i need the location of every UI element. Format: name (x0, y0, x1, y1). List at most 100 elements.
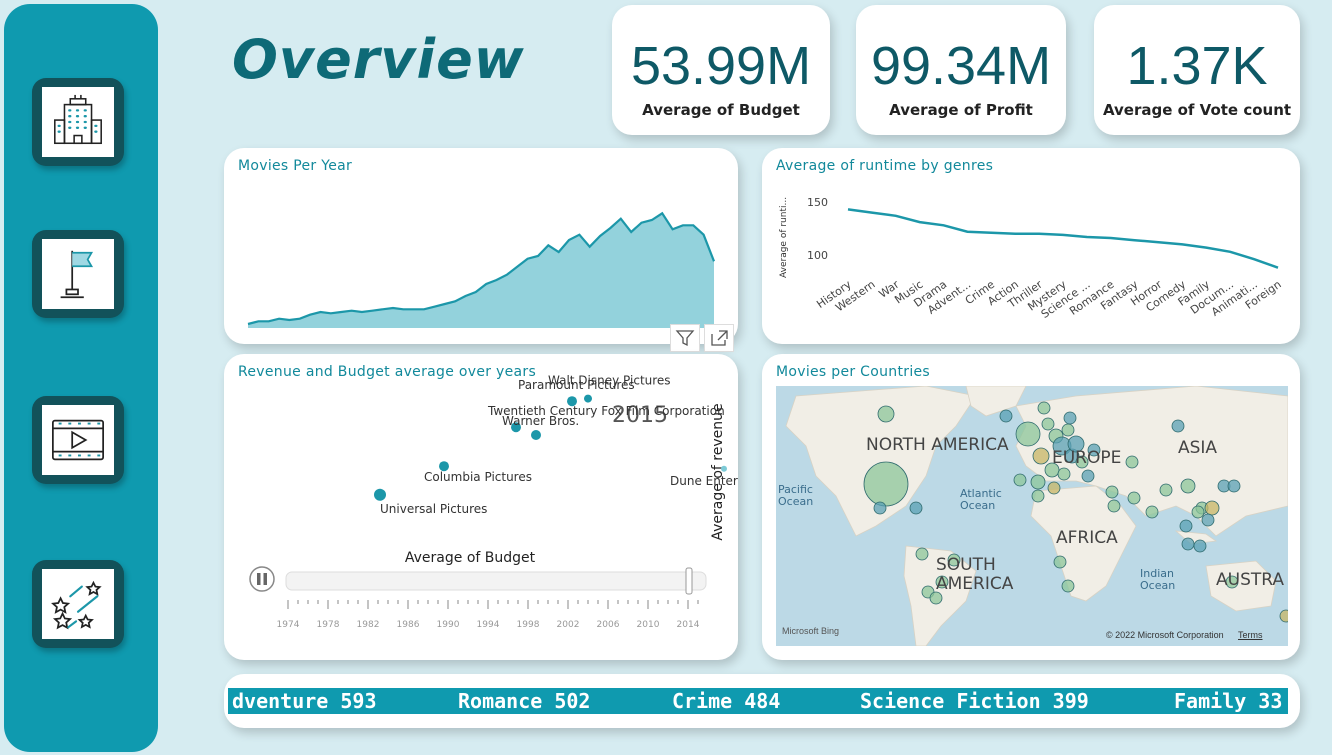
runtime-by-genre-card[interactable]: Average of runtime by genres 100 150 Avera… (762, 148, 1300, 344)
play-axis-ticks: 1974 1978 1982 1986 1990 1994 1998 2002 2006 2010… (277, 600, 700, 630)
year-tick-label: 1998 (517, 620, 540, 630)
map-label-europe: EUROPE (1052, 448, 1121, 468)
map-copyright: © 2022 Microsoft Corporation (1106, 630, 1224, 640)
kpi-card-profit: 99.34M Average of Profit (856, 5, 1066, 135)
kpi-card-budget: 53.99M Average of Budget (612, 5, 830, 135)
nav-ratings-button[interactable] (32, 560, 124, 648)
kpi-label: Average of Budget (612, 101, 830, 119)
country-bubble (1014, 474, 1026, 486)
countries-map-card[interactable]: Movies per Countries NORTH AMERICA (762, 354, 1300, 660)
runtime-by-genre-chart: 100150Average of runti...HistoryWesternW… (762, 148, 1300, 344)
ticker-item: Family 33 (1174, 689, 1282, 713)
year-tick-label: 2010 (637, 620, 660, 630)
nav-countries-button[interactable] (32, 230, 124, 318)
y-axis-title: Average of revenue (710, 403, 726, 540)
map-label-atlantic: Atlantic Ocean (960, 488, 1006, 512)
country-bubble (1126, 456, 1138, 468)
year-tick-label: 2014 (677, 620, 700, 630)
country-bubble (1194, 540, 1206, 552)
map-label-indian: Indian Ocean (1140, 568, 1180, 592)
country-bubble (1182, 538, 1194, 550)
kpi-label: Average of Vote count (1094, 101, 1300, 119)
kpi-value: 1.37K (1094, 37, 1300, 95)
country-bubble (910, 502, 922, 514)
point-label: Universal Pictures (380, 502, 487, 516)
play-axis-handle[interactable] (686, 568, 692, 594)
country-bubble (1106, 486, 1118, 498)
play-axis-track[interactable] (286, 572, 706, 590)
scatter-point (584, 395, 592, 403)
country-bubble (1042, 418, 1054, 430)
y-tick-label: 100 (807, 249, 828, 262)
country-bubble (916, 548, 928, 560)
play-button[interactable] (250, 567, 274, 591)
kpi-label: Average of Profit (856, 101, 1066, 119)
point-label: Walt Disney Pictures (548, 374, 671, 388)
point-label: Dune Entertainment (670, 474, 738, 488)
kpi-value: 53.99M (612, 37, 830, 95)
ticker-item: dventure 593 (232, 689, 377, 713)
country-bubble (1180, 520, 1192, 532)
country-bubble (1146, 506, 1158, 518)
kpi-card-vote-count: 1.37K Average of Vote count (1094, 5, 1300, 135)
country-bubble (1205, 501, 1219, 515)
sidebar (4, 4, 158, 752)
country-bubble (1202, 514, 1214, 526)
year-tick-label: 1974 (277, 620, 300, 630)
movies-per-year-chart (224, 148, 738, 344)
genre-ticker: dventure 593 Romance 502 Crime 484 Scien… (224, 674, 1300, 728)
nav-overview-button[interactable] (32, 78, 124, 166)
country-bubble (864, 462, 908, 506)
year-tick-label: 1978 (317, 620, 340, 630)
country-bubble (1228, 480, 1240, 492)
revenue-budget-chart: 2015 Average of Budget Average of revenu… (224, 354, 738, 660)
year-tick-label: 2006 (597, 620, 620, 630)
card-title: Movies per Countries (776, 364, 930, 380)
country-bubble (1016, 422, 1040, 446)
map-label-south-america: SOUTH AMERICA (936, 556, 1036, 594)
area-fill (248, 213, 714, 328)
year-tick-label: 2002 (557, 620, 580, 630)
filter-icon[interactable] (670, 324, 700, 352)
country-bubble (1160, 484, 1172, 496)
point-label: Warner Bros. (502, 414, 579, 428)
bing-logo: Microsoft Bing (782, 626, 839, 636)
country-bubble (878, 406, 894, 422)
ticker-item: Crime 484 (672, 689, 780, 713)
x-axis-title: Average of Budget (405, 550, 536, 566)
country-bubble (1058, 468, 1070, 480)
nav-movies-button[interactable] (32, 396, 124, 484)
country-bubble (1082, 470, 1094, 482)
map-label-asia: ASIA (1178, 438, 1217, 458)
country-bubble (1280, 610, 1288, 622)
map-terms-link[interactable]: Terms (1238, 630, 1263, 640)
ticker-item: Science Fiction 399 (860, 689, 1089, 713)
revenue-budget-card[interactable]: Revenue and Budget average over years 20… (224, 354, 738, 660)
scatter-point (374, 489, 386, 501)
scatter-point (531, 430, 541, 440)
country-bubble (874, 502, 886, 514)
scatter-point (721, 466, 727, 472)
country-bubble (1192, 506, 1204, 518)
flag-icon (42, 239, 114, 309)
point-label: Columbia Pictures (424, 470, 532, 484)
map-label-australia: AUSTRA (1216, 570, 1284, 590)
country-bubble (1048, 482, 1060, 494)
ticker-item: Romance 502 (458, 689, 590, 713)
focus-mode-icon[interactable] (704, 324, 734, 352)
country-bubble (1062, 580, 1074, 592)
year-tick-label: 1990 (437, 620, 460, 630)
country-bubble (1033, 448, 1049, 464)
country-bubble (1038, 402, 1050, 414)
year-tick-label: 1986 (397, 620, 420, 630)
ticker-band: dventure 593 Romance 502 Crime 484 Scien… (228, 688, 1288, 714)
country-bubble (1108, 500, 1120, 512)
country-bubble (1054, 556, 1066, 568)
year-tick-label: 1982 (357, 620, 380, 630)
movies-per-year-card[interactable]: Movies Per Year (224, 148, 738, 344)
map-label-africa: AFRICA (1056, 528, 1118, 548)
video-icon (42, 405, 114, 475)
world-map[interactable]: NORTH AMERICA EUROPE ASIA AFRICA SOUTH A… (776, 386, 1288, 646)
country-bubble (1064, 412, 1076, 424)
year-tick-label: 1994 (477, 620, 500, 630)
